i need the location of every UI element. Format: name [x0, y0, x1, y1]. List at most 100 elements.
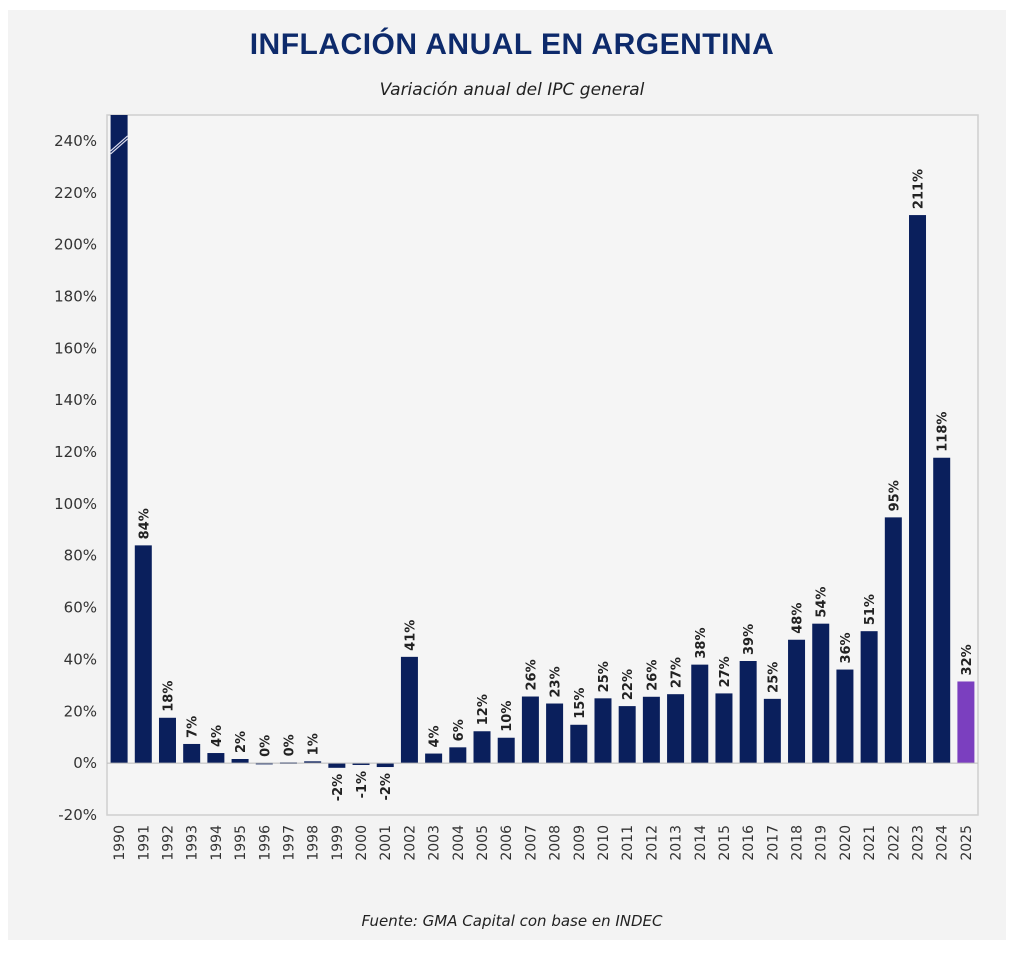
y-tick-label: 40% — [64, 650, 97, 668]
bar-2020 — [836, 669, 854, 764]
data-label: 15% — [573, 688, 588, 719]
data-label: -1% — [355, 771, 370, 798]
data-label: 4% — [428, 725, 443, 747]
y-tick-label: 160% — [54, 339, 97, 357]
x-tick-label: 2019 — [814, 825, 830, 861]
x-tick-label: 2004 — [451, 825, 467, 861]
data-label: 39% — [742, 624, 757, 655]
data-label: 2% — [234, 731, 249, 753]
bar-2001 — [376, 763, 394, 768]
data-label: 38% — [694, 628, 709, 659]
bar-2002 — [400, 656, 418, 764]
data-label: 12% — [476, 694, 491, 725]
bar-2024 — [933, 457, 951, 764]
bar-1993 — [183, 743, 201, 764]
x-tick-label: 2025 — [959, 825, 975, 861]
y-tick-label: 120% — [54, 443, 97, 461]
data-label: 84% — [137, 508, 152, 539]
bar-2009 — [570, 724, 588, 764]
chart-title: INFLACIÓN ANUAL EN ARGENTINA — [249, 28, 775, 61]
y-tick-label: 200% — [54, 236, 97, 254]
bar-2007 — [521, 696, 539, 764]
data-label: 27% — [670, 657, 685, 688]
data-label: 36% — [839, 632, 854, 663]
data-label: 22% — [621, 669, 636, 700]
bar-2013 — [667, 694, 685, 764]
x-tick-label: 1992 — [160, 825, 176, 861]
x-tick-label: 2005 — [475, 825, 491, 861]
data-label: 27% — [718, 656, 733, 687]
x-tick-label: 2001 — [378, 825, 394, 861]
data-label: -2% — [379, 773, 394, 800]
x-tick-label: 1998 — [306, 825, 322, 861]
bar-1990 — [110, 115, 128, 764]
data-label: 32% — [960, 644, 975, 675]
x-tick-label: 1997 — [281, 825, 297, 861]
bar-2022 — [884, 517, 902, 764]
x-tick-label: 1995 — [233, 825, 249, 861]
data-label: 211% — [912, 169, 927, 209]
data-label: 25% — [766, 662, 781, 693]
y-tick-label: 180% — [54, 287, 97, 305]
bar-2004 — [449, 747, 467, 764]
bar-2011 — [618, 706, 636, 764]
y-tick-label: 80% — [64, 547, 97, 565]
bar-2003 — [425, 753, 443, 764]
bar-1995 — [231, 759, 249, 764]
data-label: 10% — [500, 701, 515, 732]
y-tick-label: -20% — [58, 806, 97, 824]
chart-subtitle: Variación anual del IPC general — [379, 80, 645, 100]
bar-2021 — [860, 631, 878, 764]
bar-1998 — [304, 761, 322, 764]
data-label: 41% — [403, 620, 418, 651]
x-tick-label: 2015 — [717, 825, 733, 861]
x-tick-label: 1993 — [185, 825, 201, 861]
bar-2017 — [763, 698, 781, 764]
x-tick-label: 2022 — [886, 825, 902, 861]
x-tick-label: 2000 — [354, 825, 370, 861]
y-tick-label: 20% — [64, 702, 97, 720]
axis-break-mark — [110, 135, 128, 152]
y-tick-label: 220% — [54, 184, 97, 202]
x-tick-label: 2014 — [693, 825, 709, 861]
bar-2023 — [909, 215, 927, 764]
x-tick-label: 2008 — [548, 825, 564, 861]
data-label: 118% — [936, 412, 951, 452]
bar-2025 — [957, 681, 975, 764]
x-tick-label: 2009 — [572, 825, 588, 861]
x-tick-label: 2020 — [838, 825, 854, 861]
bar-2006 — [497, 737, 515, 764]
data-label: 23% — [549, 666, 564, 697]
y-tick-label: 100% — [54, 495, 97, 513]
bar-2018 — [788, 639, 806, 764]
data-label: -2% — [331, 774, 346, 801]
bar-2016 — [739, 661, 757, 764]
bar-2008 — [546, 703, 564, 764]
x-tick-label: 2016 — [741, 825, 757, 861]
bar-1999 — [328, 763, 346, 768]
data-label: 25% — [597, 661, 612, 692]
x-tick-label: 2007 — [523, 825, 539, 861]
x-tick-label: 2011 — [620, 825, 636, 861]
data-label: 1% — [307, 733, 322, 755]
bar-2000 — [352, 763, 370, 765]
bar-2019 — [812, 623, 830, 764]
y-tick-label: 0% — [73, 754, 97, 772]
bar-2014 — [691, 664, 709, 764]
x-tick-label: 2018 — [790, 825, 806, 861]
x-tick-label: 2023 — [911, 825, 927, 861]
x-tick-label: 1999 — [330, 825, 346, 861]
y-tick-label: 240% — [54, 132, 97, 150]
data-label: 7% — [186, 716, 201, 738]
data-label: 26% — [524, 659, 539, 690]
data-label: 18% — [161, 681, 176, 712]
bar-1991 — [134, 545, 152, 764]
x-tick-label: 2024 — [935, 825, 951, 861]
axis-break-mark — [110, 138, 128, 155]
y-tick-label: 140% — [54, 391, 97, 409]
data-label: 51% — [863, 594, 878, 625]
bar-2010 — [594, 698, 612, 764]
data-label: 95% — [887, 480, 902, 511]
